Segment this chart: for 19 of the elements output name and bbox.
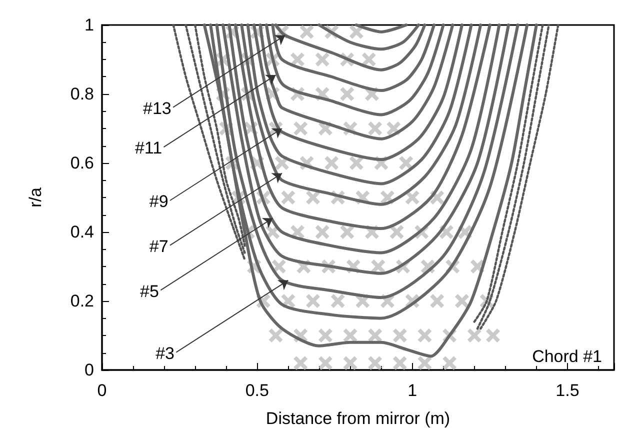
annotation: #7	[149, 236, 168, 256]
y-axis-title: r/a	[26, 187, 45, 208]
y-tick-label: 0.6	[70, 154, 94, 172]
y-tick-label: 0	[84, 360, 94, 380]
annotation: #11	[134, 138, 162, 158]
y-tick-label: 0.8	[70, 84, 94, 104]
x-tick-label: 0	[97, 381, 107, 400]
annotation: #3	[156, 344, 174, 363]
annotation: #9	[149, 192, 168, 212]
x-tick-label: 0.5	[245, 381, 269, 400]
x-axis-title: Distance from mirror (m)	[266, 409, 450, 428]
annotation: #5	[140, 282, 159, 301]
x-tick-label: 1	[408, 381, 418, 400]
x-tick-label: 1.5	[556, 381, 580, 400]
annotation: #13	[143, 98, 172, 118]
y-tick-label: 0.4	[70, 222, 94, 242]
y-tick-label: 1	[84, 16, 94, 34]
y-tick-label: 0.2	[70, 292, 94, 310]
annotation: Chord #1	[532, 347, 602, 366]
